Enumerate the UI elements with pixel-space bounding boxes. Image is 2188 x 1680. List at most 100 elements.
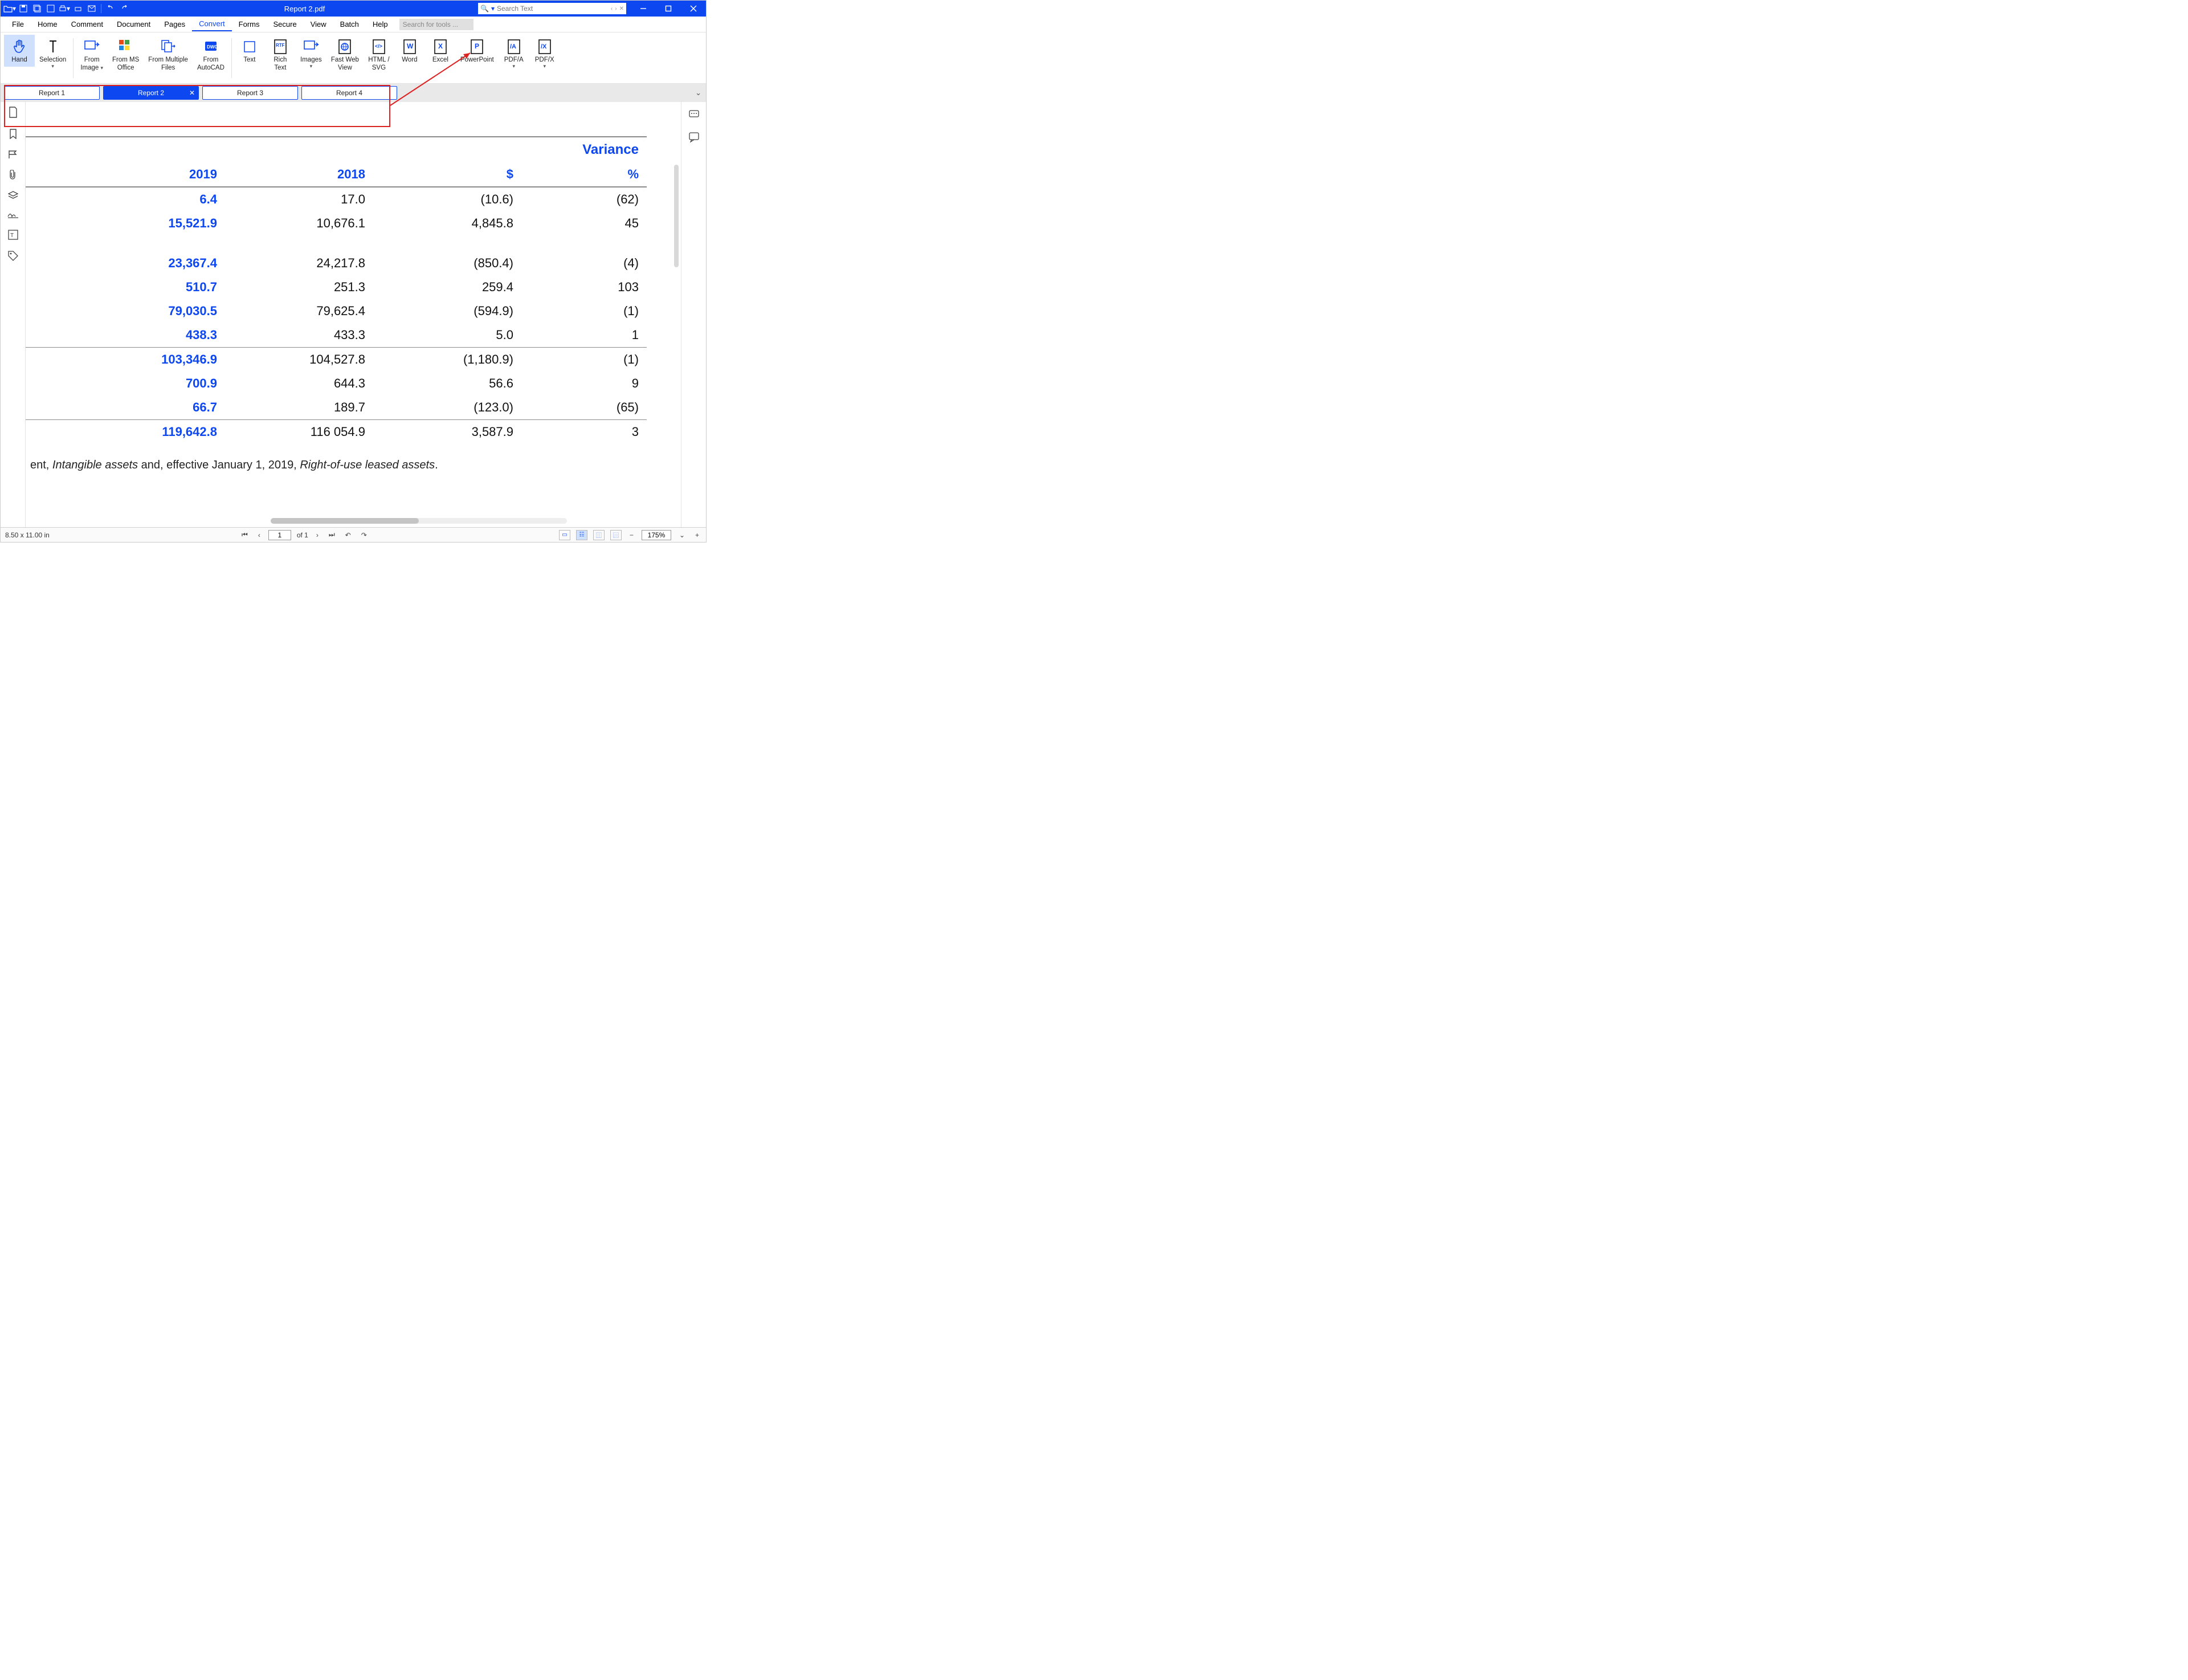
open-icon[interactable]: ▾ [3,2,17,15]
zoom-out-button[interactable]: − [627,530,636,540]
search-prev-icon[interactable]: ‹ [611,6,613,12]
comment-icon[interactable] [689,110,699,122]
menu-forms[interactable]: Forms [232,18,267,31]
ribbon-from-ms-office[interactable]: From MSOffice [108,35,144,75]
tools-search-input[interactable]: Search for tools ... [399,19,473,30]
ribbon-pdf-a[interactable]: /APDF/A▾ [499,35,529,72]
prev-page-button[interactable]: ‹ [256,530,263,540]
table-cell: 10,676.1 [225,211,373,235]
save-copy-icon[interactable] [30,2,44,15]
ribbon-from-autocad[interactable]: DWGFromAutoCAD [193,35,229,75]
first-page-button[interactable]: ⏮ [239,529,250,540]
redo-icon[interactable] [117,2,131,15]
table-cell: 17.0 [225,187,373,211]
search-input[interactable] [497,5,609,13]
table-cell: 3,587.9 [373,420,521,445]
document-tab[interactable]: Report 3 [202,86,298,100]
ribbon-html-svg[interactable]: </>HTML /SVG [364,35,394,75]
table-cell: 24,217.8 [225,251,373,275]
ribbon-from-image[interactable]: FromImage ▾ [76,35,108,75]
single-page-view[interactable]: ▭ [559,530,570,540]
print-quick-icon[interactable] [71,2,85,15]
undo-icon[interactable] [104,2,117,15]
search-box[interactable]: 🔍 ▾ ‹ › ✕ [478,3,626,14]
email-icon[interactable] [85,2,99,15]
ocr-icon[interactable]: T [8,230,18,243]
prev-view-button[interactable]: ↶ [343,530,353,540]
ribbon-fast-web-view[interactable]: Fast WebView [326,35,364,75]
minimize-button[interactable] [631,1,656,17]
search-dropdown-icon[interactable]: ▾ [491,5,495,13]
ribbon-rich-text[interactable]: RTFRichText [265,35,296,75]
ribbon-text[interactable]: Text [234,35,265,67]
bookmark-icon[interactable] [9,129,18,142]
ribbon-images[interactable]: Images▾ [296,35,326,72]
attachment-icon[interactable] [9,170,18,183]
save-all-icon[interactable] [44,2,58,15]
signature-icon[interactable] [7,211,19,222]
close-button[interactable] [681,1,706,17]
search-close-icon[interactable]: ✕ [619,6,624,12]
menu-home[interactable]: Home [31,18,64,31]
ribbon-selection[interactable]: Selection▾ [35,35,71,72]
svg-text:/A: /A [510,43,516,50]
menu-file[interactable]: File [5,18,31,31]
menu-document[interactable]: Document [110,18,157,31]
close-tab-icon[interactable]: ✕ [189,89,195,97]
zoom-dropdown-icon[interactable]: ⌄ [677,530,687,540]
table-cell: (850.4) [373,251,521,275]
table-cell: 116 054.9 [225,420,373,445]
continuous-view[interactable]: ☷ [576,530,587,540]
table-cell: (1,180.9) [373,348,521,372]
ribbon-from-multiple-files[interactable]: From MultipleFiles [144,35,193,75]
print-icon[interactable]: ▾ [58,2,71,15]
menu-view[interactable]: View [304,18,333,31]
zoom-input[interactable] [642,530,671,540]
next-view-button[interactable]: ↷ [359,530,369,540]
status-bar: 8.50 x 11.00 in ⏮ ‹ of 1 › ⏭ ↶ ↷ ▭ ☷ ⿲ ⿳… [1,527,706,542]
tab-expand-icon[interactable]: ⌄ [695,88,701,97]
table-cell: (65) [521,395,647,420]
table-cell: (123.0) [373,395,521,420]
table-cell: 23,367.4 [26,251,225,275]
table-cell: 103,346.9 [26,348,225,372]
menu-secure[interactable]: Secure [267,18,304,31]
maximize-button[interactable] [656,1,681,17]
layers-icon[interactable] [8,191,18,203]
menu-help[interactable]: Help [366,18,395,31]
chat-icon[interactable] [689,132,699,145]
zoom-in-button[interactable]: + [693,530,701,540]
ribbon-word[interactable]: WWord [394,35,425,67]
document-tab[interactable]: Report 1 [4,86,100,100]
last-page-button[interactable]: ⏭ [326,529,337,540]
svg-text:P: P [475,42,479,50]
save-icon[interactable] [17,2,30,15]
table-cell: 3 [521,420,647,445]
table-cell: 1 [521,323,647,348]
document-tab[interactable]: Report 2✕ [103,86,199,100]
v-scrollbar[interactable] [674,165,679,267]
ribbon-excel[interactable]: XExcel [425,35,456,67]
ribbon-hand[interactable]: Hand [4,35,35,67]
menu-convert[interactable]: Convert [192,17,232,31]
ribbon-pdf-x[interactable]: /XPDF/X▾ [529,35,560,72]
table-cell: 259.4 [373,275,521,299]
tag-icon[interactable] [8,251,18,264]
two-page-cont-view[interactable]: ⿳ [610,530,622,540]
flag-icon[interactable] [8,150,18,162]
ribbon-powerpoint[interactable]: PPowerPoint [456,35,499,67]
table-cell: 5.0 [373,323,521,348]
document-viewport[interactable]: Variance20192018$%6.417.0(10.6)(62)15,52… [26,102,681,527]
h-scrollbar[interactable] [271,518,567,524]
table-cell: 700.9 [26,372,225,395]
page-thumb-icon[interactable] [8,107,18,121]
menu-pages[interactable]: Pages [157,18,192,31]
document-tab[interactable]: Report 4 [301,86,397,100]
search-next-icon[interactable]: › [615,6,617,12]
two-page-view[interactable]: ⿲ [593,530,605,540]
menu-batch[interactable]: Batch [333,18,366,31]
next-page-button[interactable]: › [314,530,321,540]
page-input[interactable] [268,530,291,540]
menu-comment[interactable]: Comment [64,18,110,31]
table-cell: 119,642.8 [26,420,225,445]
